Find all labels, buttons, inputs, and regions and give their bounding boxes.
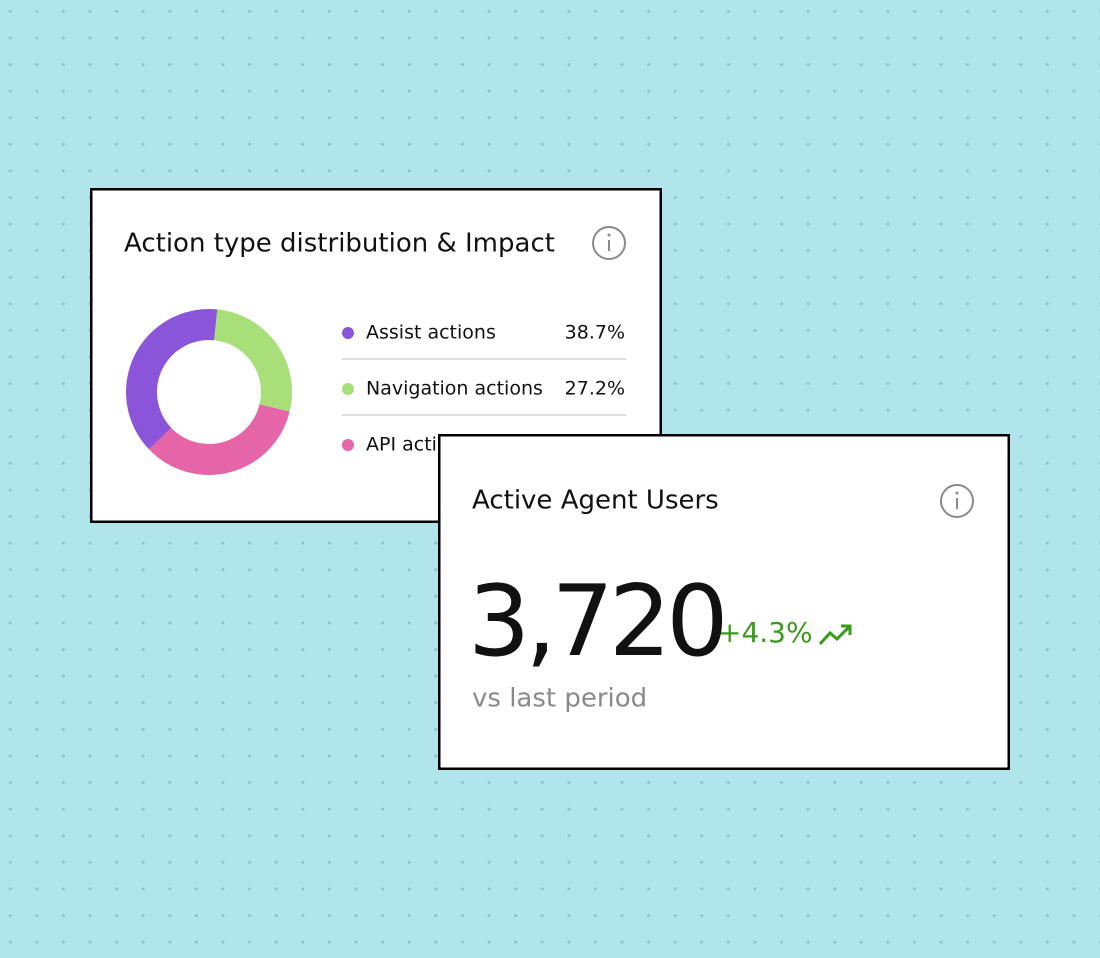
legend-value: 27.2%	[565, 378, 625, 400]
info-circle	[940, 484, 974, 518]
kpi-value: 3,720	[468, 565, 724, 679]
legend-dot	[342, 383, 354, 395]
kpi-change: +4.3%	[718, 616, 813, 649]
card-frame	[438, 434, 1010, 770]
info-icon[interactable]	[592, 226, 626, 260]
legend-value: 38.7%	[565, 322, 625, 344]
distribution-card: Action type distribution & Impact Assist…	[90, 188, 662, 523]
kpi-card: Active Agent Users 3,720 +4.3% vs last p…	[438, 434, 1010, 770]
info-icon[interactable]	[940, 484, 974, 518]
card-title: Action type distribution & Impact	[124, 229, 555, 259]
card-title: Active Agent Users	[472, 486, 719, 516]
kpi-caption: vs last period	[472, 684, 647, 714]
trend-up-icon	[818, 624, 852, 646]
donut-segment	[148, 404, 290, 475]
legend-dot	[342, 327, 354, 339]
info-circle	[592, 226, 626, 260]
legend-dot	[342, 439, 354, 451]
donut-segment	[126, 309, 218, 450]
donut-segment	[214, 309, 292, 412]
legend-label: Navigation actions	[366, 378, 543, 400]
info-dot	[955, 491, 959, 495]
legend-label: Assist actions	[366, 322, 496, 344]
info-dot	[607, 233, 611, 237]
